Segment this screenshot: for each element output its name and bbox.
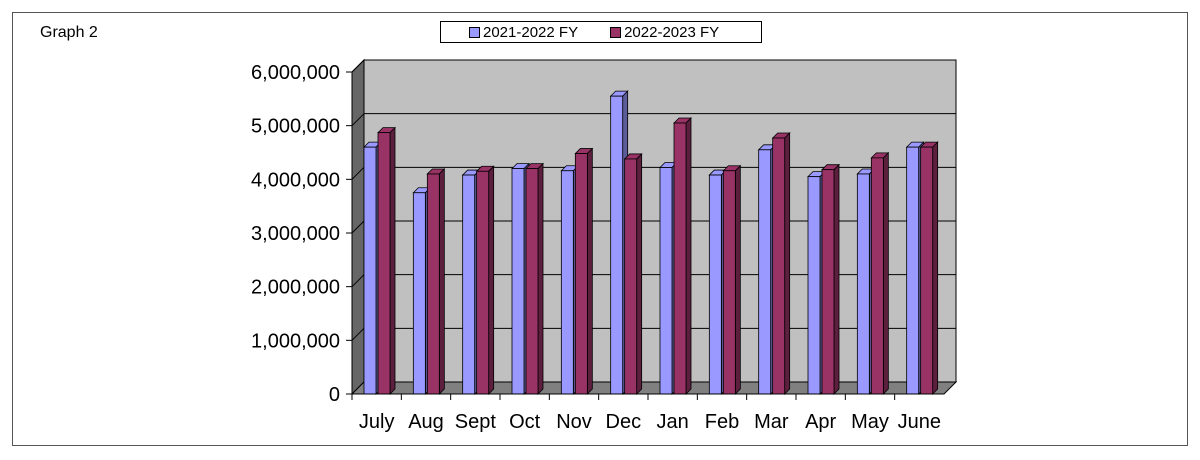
bar-side	[932, 141, 939, 395]
bar-front	[560, 170, 574, 395]
x-tick-label: Dec	[606, 411, 642, 433]
bar-front	[462, 174, 476, 395]
bar-side	[882, 151, 889, 395]
bar-front	[610, 95, 624, 395]
bar-side	[833, 163, 840, 395]
y-tick-label: 0	[329, 384, 340, 406]
bar-front	[659, 167, 673, 395]
bar-side	[488, 165, 495, 395]
bar-front	[426, 173, 440, 395]
bar-front	[807, 176, 821, 395]
gridline-side	[351, 327, 365, 341]
y-tick-label: 6,000,000	[251, 62, 340, 84]
bar-front	[920, 146, 934, 395]
x-tick-label: Apr	[805, 411, 836, 433]
bar-front	[772, 137, 786, 395]
y-tick-label: 3,000,000	[251, 223, 340, 245]
legend-entry-series-1: 2021-2022 FY	[469, 24, 578, 41]
x-tick-label: May	[851, 411, 889, 433]
bar-front	[821, 169, 835, 395]
bar-front	[363, 146, 377, 395]
bar-side	[784, 132, 791, 395]
bar-series-2	[475, 165, 495, 395]
chart-legend: 2021-2022 FY 2022-2023 FY	[440, 21, 762, 43]
bar-front	[525, 168, 539, 395]
bar-series-2	[919, 141, 939, 395]
bar-side	[734, 164, 741, 395]
bar-front	[574, 153, 588, 395]
gridline-side	[351, 59, 365, 73]
bar-series-2	[673, 117, 692, 395]
bar-series-2	[623, 152, 643, 395]
x-tick-label: Aug	[408, 411, 444, 433]
chart-title: Graph 2	[40, 24, 98, 41]
bar-side	[389, 126, 396, 395]
x-tick-label: Feb	[705, 411, 739, 433]
bar-front	[673, 122, 687, 395]
x-tick-label: June	[898, 411, 941, 433]
gridline-side	[351, 113, 365, 127]
bar-side	[636, 152, 643, 395]
bar-side	[586, 147, 593, 395]
bar-front	[758, 149, 772, 395]
bar-front	[870, 157, 884, 395]
gridline-side	[351, 220, 365, 234]
bar-series-2	[525, 162, 544, 395]
bar-front	[511, 168, 525, 395]
bar-side	[537, 162, 544, 395]
legend-label-series-2: 2022-2023 FY	[624, 23, 720, 41]
y-tick-label: 5,000,000	[251, 116, 340, 138]
y-tick-label: 1,000,000	[251, 330, 340, 352]
bar-front	[906, 146, 920, 395]
bar-series-2	[426, 168, 446, 395]
bar-series-2	[722, 164, 742, 395]
bar-series-2	[771, 132, 791, 395]
x-tick-label: Nov	[556, 411, 592, 433]
bar-side	[438, 168, 445, 395]
y-tick-label: 4,000,000	[251, 169, 340, 191]
bar-front	[624, 158, 638, 395]
x-tick-label: Oct	[509, 411, 541, 433]
gridline-side	[351, 166, 365, 180]
legend-swatch-series-1	[469, 26, 480, 38]
x-tick-label: Jan	[657, 411, 689, 433]
bar-series-2	[821, 163, 840, 395]
y-tick-label: 2,000,000	[251, 277, 340, 299]
bar-front	[377, 132, 391, 395]
legend-label-series-1: 2021-2022 FY	[483, 23, 579, 41]
gridline-side	[351, 274, 365, 288]
bar-series-2	[377, 126, 396, 395]
bar-series-2	[574, 147, 594, 395]
x-tick-label: Mar	[754, 411, 789, 433]
bar-front	[476, 170, 490, 395]
bar-front	[412, 192, 426, 395]
x-tick-label: July	[359, 411, 395, 433]
bar-front	[722, 170, 736, 395]
x-tick-label: Sept	[455, 411, 497, 433]
bar-front	[708, 174, 722, 395]
legend-swatch-series-2	[610, 26, 622, 38]
legend-entry-series-2: 2022-2023 FY	[610, 24, 719, 41]
bar-front	[856, 173, 870, 395]
bar-side	[685, 117, 692, 395]
bar-series-2	[870, 151, 890, 395]
